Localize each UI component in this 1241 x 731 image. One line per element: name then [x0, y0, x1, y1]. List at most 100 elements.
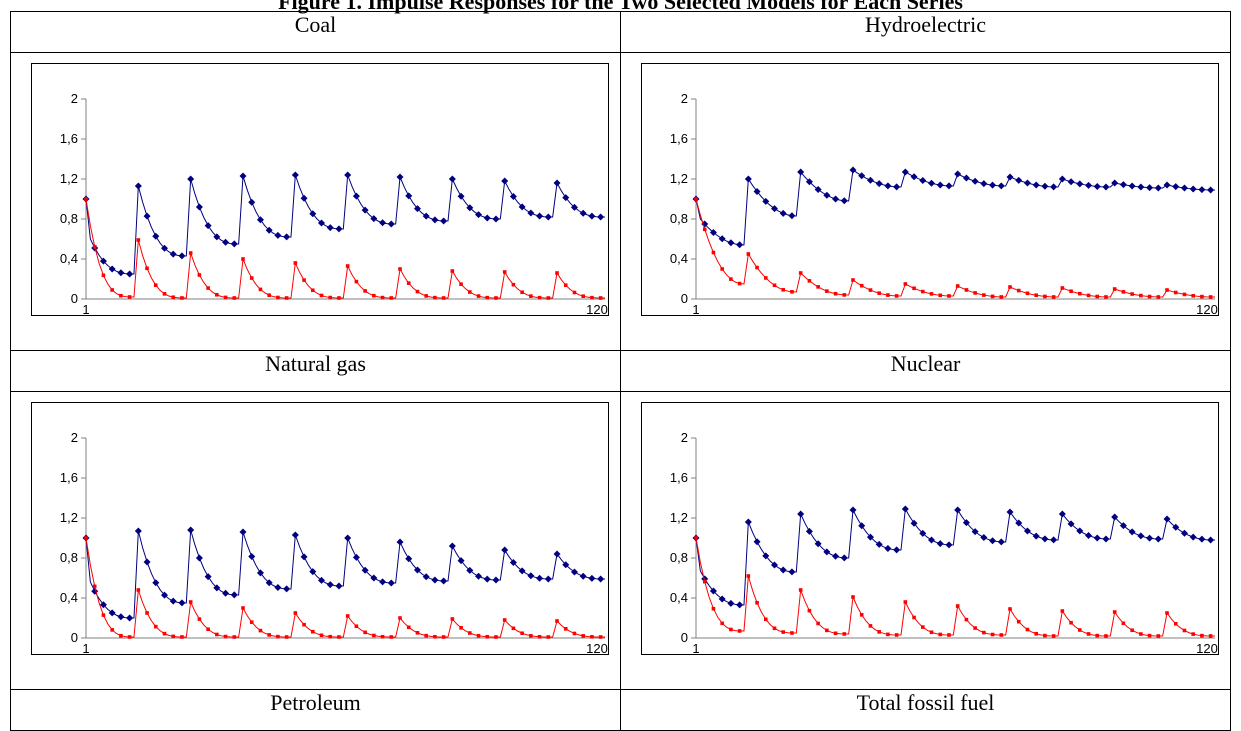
data-point-red	[162, 292, 167, 297]
data-point-blue	[161, 245, 169, 253]
data-point-red	[737, 282, 742, 286]
data-point-blue	[744, 518, 752, 526]
data-point-red	[363, 289, 367, 294]
data-point-red	[354, 280, 359, 284]
data-point-blue	[962, 519, 970, 527]
data-point-red	[1147, 633, 1152, 638]
data-point-red	[424, 294, 428, 299]
data-point-red	[119, 634, 123, 638]
data-point-red	[555, 619, 559, 623]
data-point-blue	[1180, 529, 1188, 537]
data-point-blue	[1076, 527, 1084, 535]
y-tick-label: 2	[681, 430, 688, 445]
data-point-blue	[736, 601, 744, 609]
data-point-blue	[980, 534, 988, 542]
data-point-blue	[866, 177, 874, 185]
data-point-red	[711, 251, 716, 255]
data-point-blue	[1067, 178, 1075, 186]
data-point-blue	[536, 212, 544, 220]
data-point-red	[476, 634, 481, 638]
data-point-red	[1182, 293, 1187, 297]
data-point-red	[1208, 295, 1213, 300]
data-point-red	[833, 631, 838, 636]
data-point-red	[1025, 627, 1030, 632]
data-point-red	[859, 613, 864, 617]
data-point-red	[1077, 292, 1082, 296]
y-tick-label: 0	[681, 291, 688, 306]
data-point-blue	[718, 235, 726, 243]
data-point-blue	[1137, 183, 1145, 191]
series-line-red	[695, 199, 1216, 298]
data-point-blue	[849, 506, 857, 514]
data-point-blue	[1058, 510, 1066, 518]
data-point-blue	[884, 545, 892, 553]
data-point-blue	[126, 270, 134, 278]
data-point-red	[851, 278, 855, 283]
data-point-red	[746, 574, 751, 578]
data-point-blue	[1006, 173, 1014, 181]
data-point-red	[328, 296, 333, 300]
y-tick-label: 0,8	[60, 211, 78, 226]
data-point-blue	[457, 557, 465, 565]
chart-cell-natural-gas: 0 0,4 0,8 1,2 1,6 2 1 120	[10, 391, 621, 690]
data-point-red	[206, 627, 210, 632]
data-point-blue	[762, 198, 770, 206]
data-point-red	[223, 634, 228, 639]
data-point-blue	[518, 567, 526, 575]
data-point-red	[711, 607, 716, 611]
data-point-red	[537, 296, 542, 300]
data-point-blue	[291, 171, 299, 179]
data-point-red	[206, 286, 210, 291]
data-point-blue	[823, 192, 831, 200]
data-point-red	[293, 611, 298, 615]
panel-label-coal: Coal	[10, 10, 621, 54]
data-point-red	[755, 601, 759, 605]
data-point-blue	[448, 175, 456, 183]
panel-label-nuclear: Nuclear	[620, 349, 1231, 393]
data-point-red	[825, 628, 829, 633]
data-point-red	[485, 296, 490, 300]
data-point-red	[729, 277, 733, 282]
data-point-blue	[230, 240, 238, 248]
data-point-blue	[736, 241, 744, 249]
data-point-blue	[475, 211, 483, 219]
data-point-red	[258, 628, 263, 633]
data-point-blue	[152, 233, 160, 241]
data-point-blue	[213, 584, 221, 592]
data-point-red	[912, 286, 916, 291]
data-point-blue	[797, 168, 805, 176]
data-point-red	[433, 635, 437, 639]
data-point-red	[842, 632, 847, 636]
data-point-blue	[352, 554, 360, 562]
data-point-blue	[352, 192, 360, 200]
data-point-blue	[204, 573, 212, 581]
data-point-blue	[117, 613, 125, 621]
data-point-red	[982, 630, 986, 635]
data-point-red	[1156, 634, 1161, 638]
x-tick-label: 1	[82, 302, 89, 317]
data-point-red	[555, 271, 559, 276]
data-point-red	[380, 296, 385, 300]
panel-label-natural-gas: Natural gas	[10, 349, 621, 393]
data-point-red	[1182, 628, 1187, 633]
data-point-red	[188, 600, 193, 604]
data-point-blue	[466, 204, 474, 212]
data-point-red	[720, 267, 724, 272]
data-point-blue	[143, 212, 151, 220]
data-point-red	[319, 294, 324, 298]
data-point-red	[433, 296, 437, 300]
data-point-blue	[788, 212, 796, 220]
data-point-red	[389, 635, 394, 639]
data-point-blue	[797, 510, 805, 518]
data-point-blue	[387, 220, 395, 228]
chart-coal: 0 0,4 0,8 1,2 1,6 2 1 120	[31, 63, 609, 317]
data-point-blue	[779, 566, 787, 574]
data-point-blue	[91, 587, 99, 595]
data-point-red	[894, 294, 899, 299]
data-point-blue	[117, 269, 125, 277]
data-point-red	[1191, 294, 1195, 298]
data-point-blue	[248, 199, 256, 207]
y-tick-label: 0,4	[670, 251, 688, 266]
data-point-red	[781, 288, 786, 293]
data-point-red	[1191, 632, 1195, 637]
